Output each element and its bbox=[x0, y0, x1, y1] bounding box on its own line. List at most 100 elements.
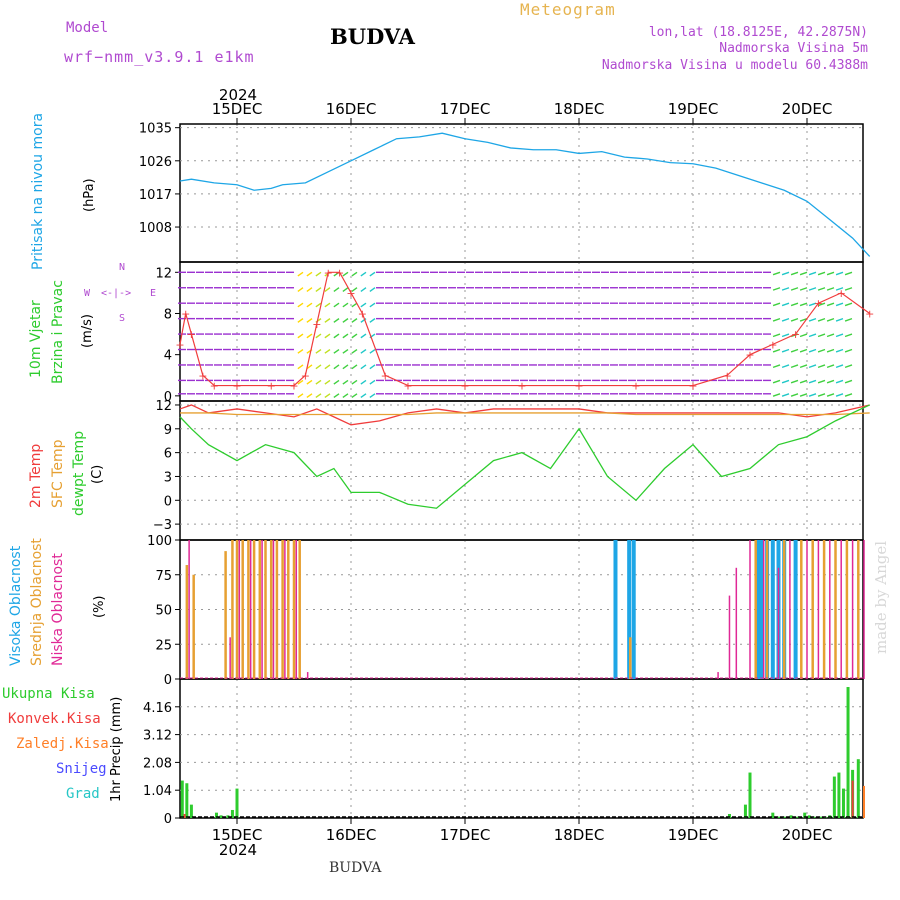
wind-barb bbox=[790, 271, 799, 276]
station-title: BUDVA bbox=[330, 24, 415, 49]
legend-frz: Zaledj.Kisa bbox=[16, 736, 109, 752]
y-tick-label: 12 bbox=[155, 266, 172, 281]
total-precip-bar bbox=[846, 687, 850, 818]
legend-hail: Grad bbox=[66, 786, 100, 802]
conv-precip-bar bbox=[183, 813, 186, 818]
bottom-year-label: 2024 bbox=[219, 841, 257, 859]
wind-barb bbox=[772, 364, 781, 369]
panel-frame bbox=[179, 400, 864, 541]
wind-barb bbox=[826, 302, 835, 307]
y-tick-label: 1035 bbox=[139, 122, 172, 137]
y-tick-label: 0 bbox=[164, 390, 172, 405]
wind-barb bbox=[324, 364, 331, 370]
wind-barb bbox=[342, 271, 349, 277]
low-cloud-bar bbox=[188, 540, 190, 679]
mid-cloud-bar bbox=[845, 540, 849, 679]
mid-cloud-bar bbox=[857, 540, 860, 679]
wind-speed-marker: + bbox=[210, 380, 219, 393]
mid-cloud-bar bbox=[275, 540, 279, 679]
wind-barb bbox=[324, 348, 331, 354]
bottom-day-label: 17DEC bbox=[440, 826, 491, 844]
high-cloud-bar bbox=[627, 540, 632, 679]
wind-barb bbox=[781, 393, 790, 397]
low-cloud-bar bbox=[735, 567, 738, 679]
product-title: Meteogram bbox=[520, 0, 616, 19]
wind-barb bbox=[844, 364, 853, 369]
top-day-label: 17DEC bbox=[440, 100, 491, 118]
wind-barb bbox=[315, 348, 322, 354]
wind-barb bbox=[844, 379, 853, 384]
wind-barb bbox=[835, 393, 844, 397]
wind-barb bbox=[369, 271, 376, 277]
total-precip-bar bbox=[230, 809, 234, 818]
wind-barb bbox=[844, 393, 853, 397]
panel-frame bbox=[179, 123, 864, 263]
low-cloud-bar bbox=[851, 540, 854, 679]
wind-barb bbox=[772, 302, 781, 307]
mid-cloud-bar bbox=[192, 574, 195, 679]
wind-speed-marker: + bbox=[289, 380, 298, 393]
wind-barb bbox=[351, 348, 358, 354]
wind-barb bbox=[333, 271, 340, 277]
wind-barb bbox=[817, 271, 826, 276]
wind-barb bbox=[351, 333, 358, 339]
total-precip-bar bbox=[727, 813, 731, 818]
wind-barb bbox=[817, 364, 826, 369]
total-precip-bar bbox=[803, 812, 807, 818]
wind-speed-marker: + bbox=[324, 266, 333, 279]
low-cloud-bar bbox=[817, 540, 820, 679]
total-precip-bar bbox=[235, 788, 239, 818]
wind-barb bbox=[790, 393, 799, 397]
wind-barb bbox=[342, 287, 349, 292]
wind-barb bbox=[790, 317, 799, 322]
top-day-label: 20DEC bbox=[782, 100, 833, 118]
model-label: Model bbox=[66, 20, 109, 36]
wind-barb bbox=[826, 364, 835, 369]
wind-barb bbox=[817, 317, 826, 322]
wind-barb bbox=[351, 287, 358, 292]
wind-speed-marker: + bbox=[267, 380, 276, 393]
wind-speed-marker: + bbox=[301, 369, 310, 382]
wind-speed-marker: + bbox=[346, 287, 355, 300]
mid-cloud-bar bbox=[765, 540, 769, 679]
wind-barb bbox=[835, 364, 844, 369]
pressure-line bbox=[179, 132, 871, 257]
legend-snow: Snijeg bbox=[56, 761, 107, 777]
y-tick-label: 25 bbox=[155, 638, 172, 653]
mid-cloud-bar bbox=[287, 540, 290, 679]
wind-barb bbox=[342, 364, 349, 370]
wind-barb bbox=[799, 271, 808, 276]
wind-barb bbox=[844, 271, 853, 276]
wind-barb bbox=[342, 379, 349, 385]
wind-barb bbox=[781, 271, 790, 276]
wind-barb bbox=[306, 271, 313, 277]
wind-barb bbox=[369, 379, 376, 385]
wind-speed-marker: + bbox=[358, 307, 367, 320]
wind-barb bbox=[369, 393, 376, 399]
high-cloud-bar bbox=[631, 540, 636, 679]
wind-barb bbox=[342, 333, 349, 339]
wind-barb bbox=[772, 287, 781, 291]
wind-barb bbox=[772, 348, 781, 353]
y-tick-label: 0 bbox=[164, 812, 172, 827]
wind-barb bbox=[781, 287, 790, 291]
y-tick-label: 1008 bbox=[139, 221, 172, 236]
mid-cloud-bar bbox=[235, 540, 239, 679]
wind-barb bbox=[297, 302, 304, 308]
wind-barb bbox=[799, 287, 808, 291]
wind-barb bbox=[844, 317, 853, 322]
wind-barb bbox=[324, 333, 331, 339]
wind-barb bbox=[844, 302, 853, 307]
wind-barb bbox=[324, 318, 331, 323]
wind-barb bbox=[808, 271, 817, 276]
y-tick-label: 9 bbox=[164, 423, 172, 438]
wind-barb bbox=[817, 379, 826, 384]
mid-cloud-bar bbox=[269, 540, 273, 679]
wind-barb bbox=[808, 348, 817, 353]
mid-cloud-bar bbox=[822, 540, 826, 679]
total-precip-bar bbox=[189, 804, 193, 818]
low-cloud-bar bbox=[863, 540, 865, 679]
wind-barb bbox=[772, 379, 781, 384]
wind-barb bbox=[369, 287, 376, 292]
wind-barb bbox=[817, 348, 826, 353]
